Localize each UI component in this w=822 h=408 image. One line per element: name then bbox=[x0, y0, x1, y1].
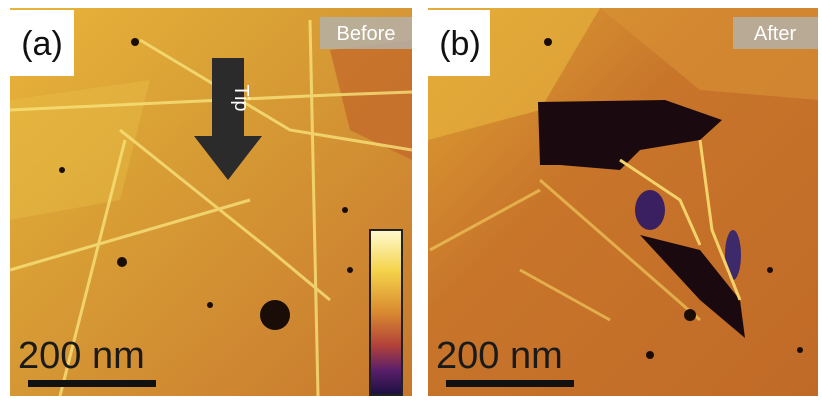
colorbar bbox=[370, 230, 402, 395]
arrow-label: Tip bbox=[230, 84, 252, 111]
switched-region bbox=[635, 190, 665, 230]
panel-b: (b) After 200 nm bbox=[428, 8, 818, 396]
panel-label: (b) bbox=[439, 25, 481, 63]
panel-label: (a) bbox=[21, 25, 63, 63]
panel-tag: After bbox=[754, 23, 797, 45]
scale-bar bbox=[28, 380, 156, 387]
scale-bar-label: 200 nm bbox=[18, 335, 145, 377]
figure: (a) Before Tip 200 nm bbox=[0, 0, 822, 403]
scale-bar bbox=[446, 380, 574, 387]
panel-a: (a) Before Tip 200 nm bbox=[10, 8, 412, 396]
scale-bar-label: 200 nm bbox=[436, 335, 563, 377]
panel-tag: Before bbox=[337, 23, 396, 45]
page: {"panels": [ {"label": "(a)", "tag": "Be… bbox=[0, 0, 822, 403]
